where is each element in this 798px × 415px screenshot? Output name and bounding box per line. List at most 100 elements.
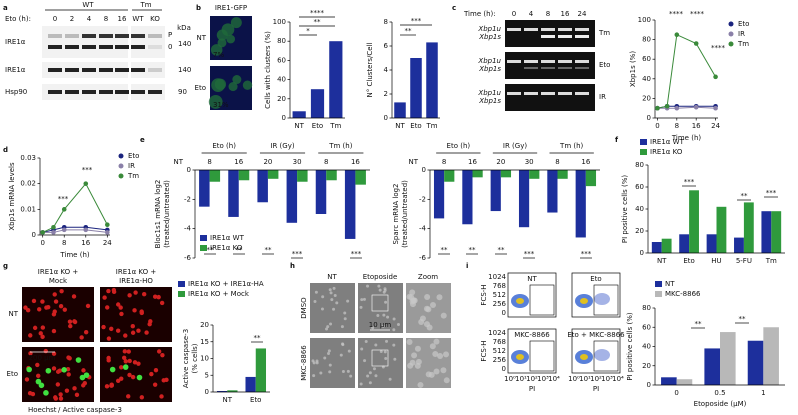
nucleus <box>59 288 64 294</box>
cell <box>433 368 440 375</box>
legend-label: Eto <box>738 20 749 28</box>
cell <box>347 349 351 353</box>
nucleus <box>123 359 128 364</box>
cell <box>440 312 447 319</box>
gel-band <box>558 35 572 38</box>
nucleus <box>115 328 121 333</box>
y-tick-label: 100 <box>638 16 651 24</box>
x-tick-label: Tm <box>765 257 777 265</box>
bar <box>771 211 782 253</box>
nucleus <box>141 292 147 297</box>
cell <box>385 339 389 343</box>
percent-label: 7% <box>213 51 224 59</box>
cell <box>328 363 332 367</box>
y-tick-label: 0 <box>187 166 191 174</box>
flow-tick: 768 <box>493 282 506 290</box>
y-tick-label: 20 <box>642 94 651 102</box>
column-label: Zoom <box>418 273 438 281</box>
x-tick-label: Eto <box>250 396 261 404</box>
significance: ** <box>314 18 322 26</box>
bar <box>651 242 662 253</box>
bar <box>444 170 455 182</box>
point <box>713 74 718 80</box>
x-tick-label: 0 <box>40 239 44 247</box>
nucleus <box>144 330 149 335</box>
x-tick-label: 24 <box>711 122 720 130</box>
column-label: IRE1α KO + <box>38 268 79 276</box>
nucleus <box>65 366 71 372</box>
row-label: IRE1α <box>5 66 26 74</box>
x-tick-label: 20 <box>496 158 505 166</box>
cell <box>393 357 397 361</box>
gel-band <box>575 60 589 63</box>
significance: ** <box>405 27 413 35</box>
flow-core <box>580 354 588 360</box>
cell <box>312 374 316 378</box>
significance: ** <box>265 246 273 254</box>
gel <box>505 52 595 79</box>
point <box>664 103 670 109</box>
flow-core <box>580 298 588 304</box>
flow-tick: 10² <box>526 375 538 383</box>
nucleus <box>127 293 132 298</box>
bar <box>209 170 221 182</box>
nucleus <box>116 302 121 307</box>
cell <box>436 294 443 301</box>
blot-band <box>131 68 145 72</box>
bar <box>286 170 298 223</box>
legend-marker <box>655 291 662 297</box>
point <box>674 32 680 37</box>
y-tick-label: 80 <box>642 36 651 44</box>
legend-marker <box>728 21 734 27</box>
legend-marker <box>728 41 734 47</box>
nucleus <box>35 362 40 368</box>
legend-marker <box>640 149 647 155</box>
nucleus <box>109 326 114 332</box>
micrograph <box>100 287 172 342</box>
stain-label: Hoechst <box>28 406 57 414</box>
row-label: Hsp90 <box>5 88 27 96</box>
y-tick-label: 60 <box>642 55 651 63</box>
blot-band <box>65 90 79 94</box>
x-tick-label: 0.5 <box>714 389 725 397</box>
y-tick-label: 5 <box>205 371 209 379</box>
cell <box>325 327 329 331</box>
group-label: NT <box>408 158 418 166</box>
nucleus <box>148 319 153 324</box>
nucleus <box>64 388 70 393</box>
bar <box>720 332 736 385</box>
cell <box>384 300 388 304</box>
nucleus <box>127 358 132 364</box>
y-axis-label: (% cells) <box>191 343 199 373</box>
x-tick-label: 0 <box>655 122 659 130</box>
gate <box>529 284 555 316</box>
group-label: IR (Gy) <box>503 142 527 150</box>
legend-marker <box>178 281 185 287</box>
nucleus <box>149 371 154 377</box>
cell <box>328 370 332 374</box>
legend-marker <box>728 31 734 37</box>
x-tick-label: 16 <box>351 158 360 166</box>
nucleus <box>119 311 124 317</box>
bar <box>704 348 720 385</box>
nucleus <box>130 324 135 329</box>
point <box>693 104 699 110</box>
cell <box>383 350 387 354</box>
cell <box>364 340 368 344</box>
row-label: MKC-8866 <box>300 345 308 381</box>
significance: ** <box>739 315 747 323</box>
flow-tick: 10³ <box>601 375 613 383</box>
cell <box>341 369 345 373</box>
flow-tick: 10⁴ <box>548 375 560 383</box>
flow-title: MKC-8866 <box>514 331 550 339</box>
cell <box>417 381 424 388</box>
blot-band <box>99 45 113 49</box>
nucleus <box>52 292 57 297</box>
lane-label: 0 <box>53 15 57 23</box>
flow-title: Eto <box>590 275 601 283</box>
bar <box>394 102 406 118</box>
cell <box>340 325 344 329</box>
x-tick-label: 16 <box>581 158 590 166</box>
y-tick-label: -4 <box>419 225 427 233</box>
significance: *** <box>766 189 777 197</box>
